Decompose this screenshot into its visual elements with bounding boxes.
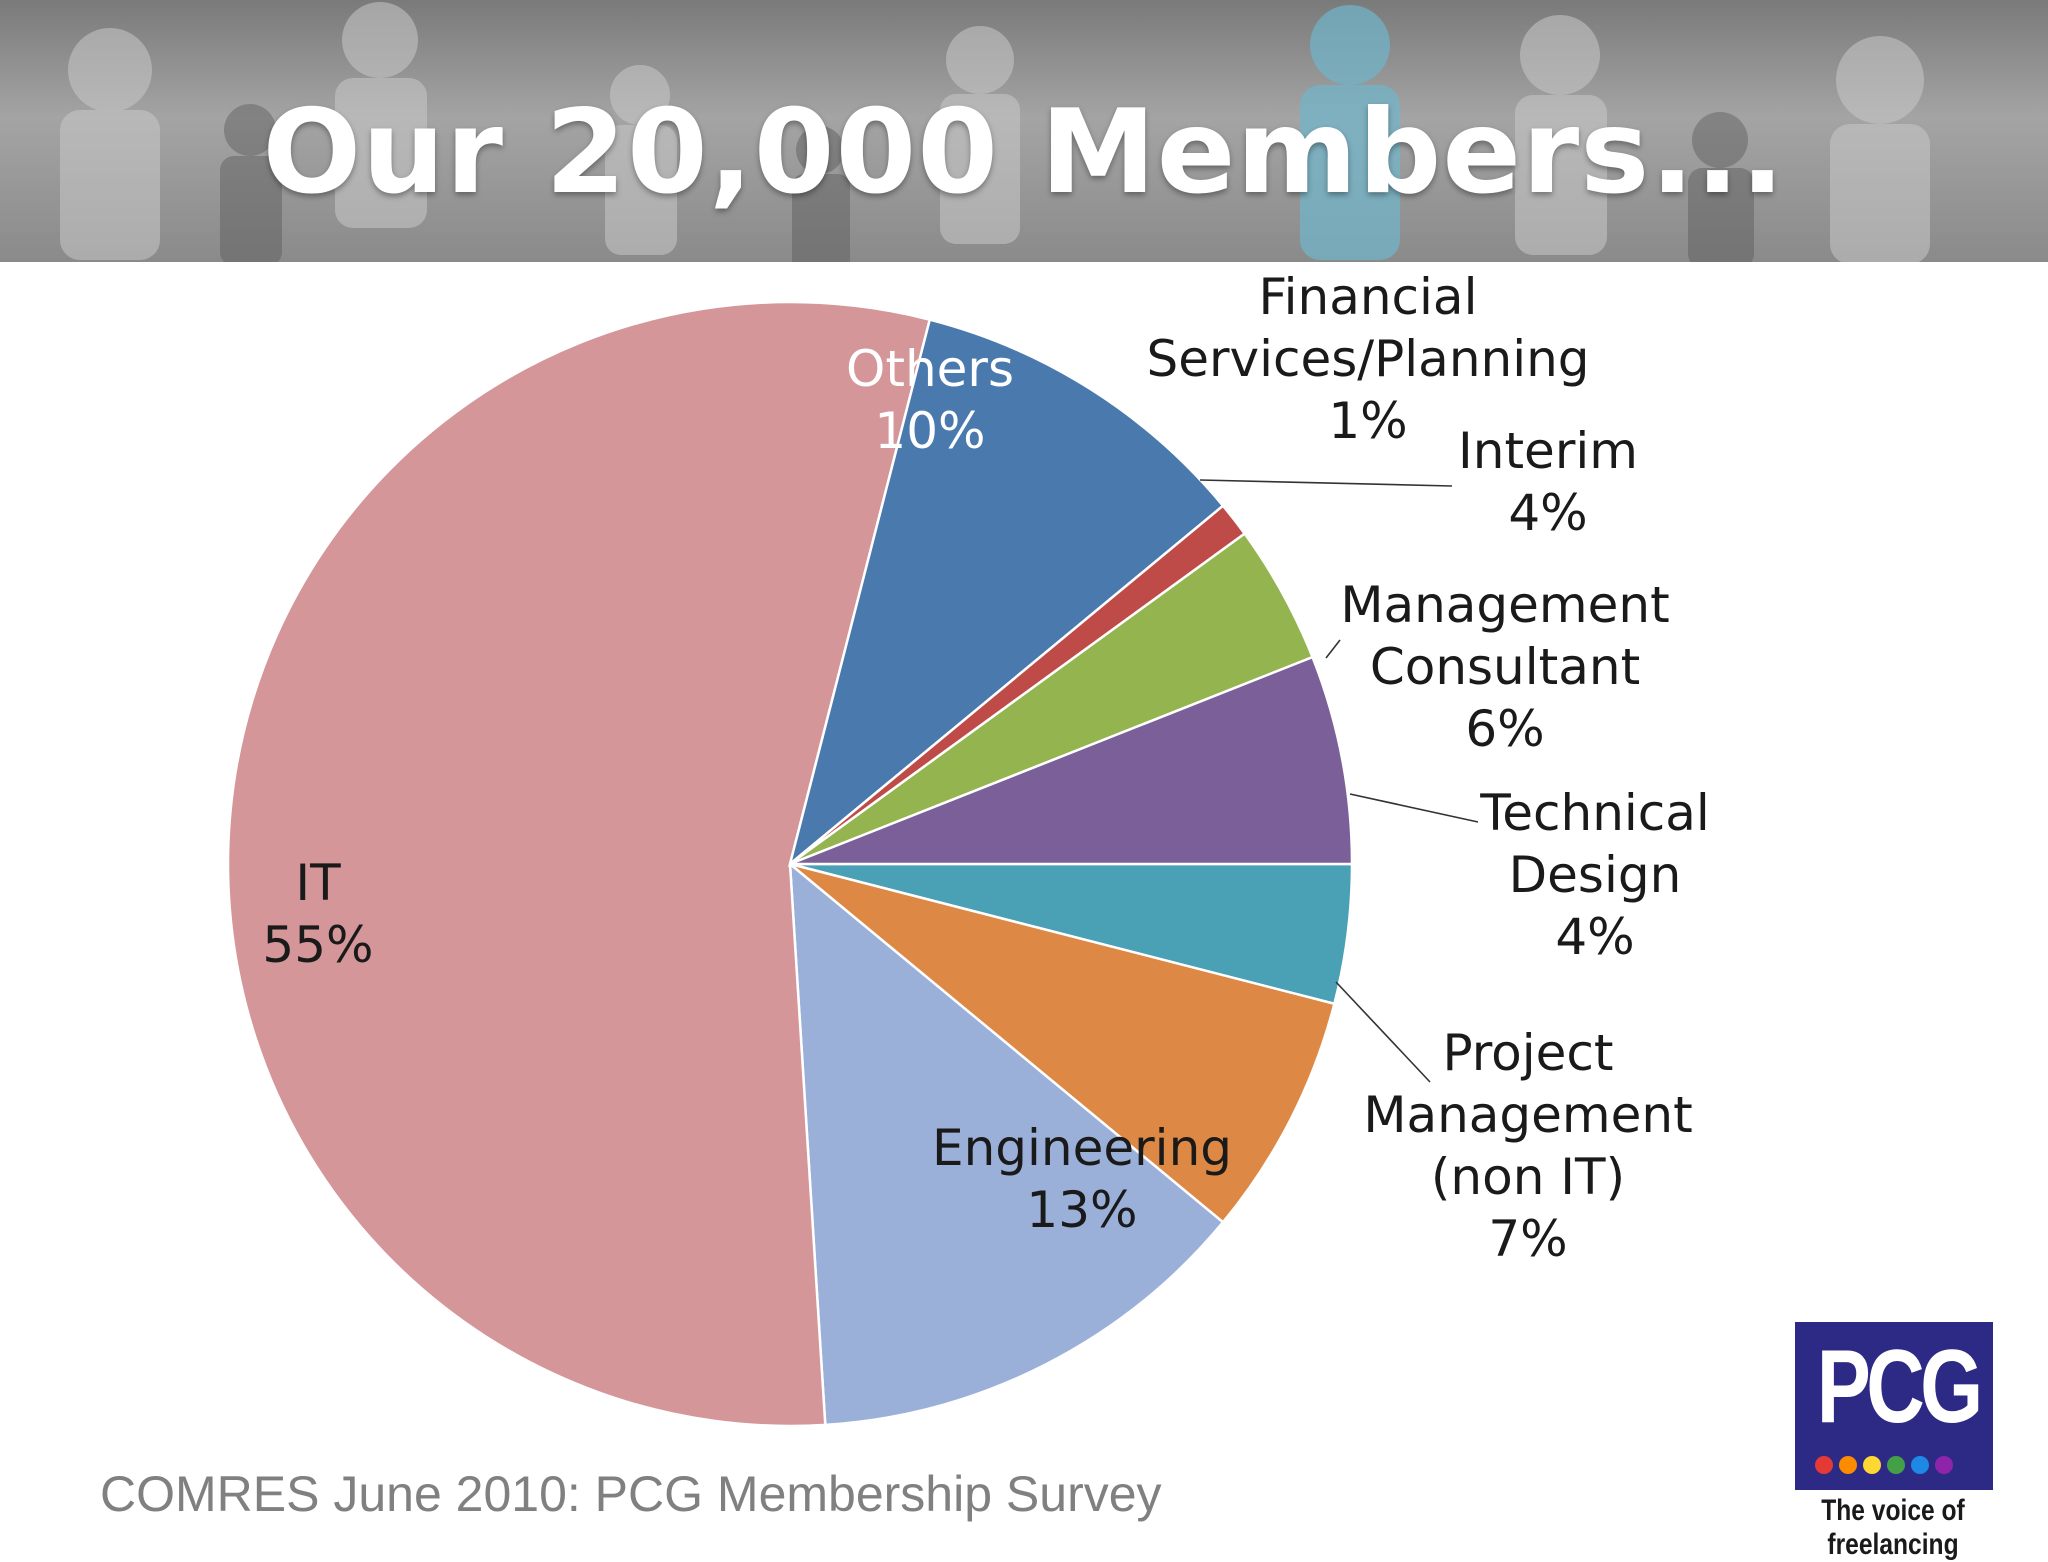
slice-category-label: Technical [1479, 784, 1710, 842]
logo-dot [1935, 1456, 1953, 1474]
leader-line [1349, 793, 1479, 823]
banner-figures-background [60, 2, 1930, 262]
page-title: Our 20,000 Members... [262, 85, 1786, 220]
slice-category-label: Project [1442, 1024, 1613, 1082]
slice-category-label: Services/Planning [1146, 330, 1589, 388]
logo-dot [1887, 1456, 1905, 1474]
logo-text: PCG [1816, 1329, 1983, 1445]
header-banner: Our 20,000 Members... [0, 0, 2048, 262]
leader-line [1199, 479, 1453, 487]
pie-slice [789, 862, 1336, 1224]
logo-dot [1839, 1456, 1857, 1474]
pie-slice [787, 318, 1225, 868]
leader-line [1335, 981, 1431, 1083]
slice-percent-label: 55% [262, 916, 373, 974]
slice-category-label: IT [295, 854, 341, 912]
pie-slice [226, 300, 932, 1428]
slice-percent-label: 4% [1555, 908, 1634, 966]
source-citation: COMRES June 2010: PCG Membership Survey [100, 1466, 1162, 1522]
slice-category-label: Engineering [932, 1119, 1232, 1177]
leader-line [1325, 639, 1341, 659]
slice-category-label: Interim [1458, 422, 1638, 480]
slice-percent-label: 13% [1026, 1181, 1137, 1239]
slice-category-label: (non IT) [1431, 1148, 1625, 1206]
logo-dot [1815, 1456, 1833, 1474]
slice-percent-label: 4% [1508, 484, 1587, 542]
slice-percent-label: 7% [1488, 1210, 1567, 1268]
slice-category-label: Consultant [1370, 638, 1640, 696]
slice-category-label: Management [1340, 576, 1669, 634]
slice-category-label: Financial [1259, 268, 1478, 326]
slice-category-label: Design [1509, 846, 1682, 904]
pcg-logo: PCG [1795, 1322, 1993, 1490]
logo-dot [1911, 1456, 1929, 1474]
pie-slice [788, 861, 1225, 1427]
slice-category-label: Others [846, 340, 1014, 398]
logo-dot [1863, 1456, 1881, 1474]
slice-percent-label: 6% [1465, 700, 1544, 758]
pie-slice [789, 655, 1354, 866]
slice-category-label: Management [1363, 1086, 1692, 1144]
slice-percent-label: 1% [1328, 392, 1407, 450]
logo-dots [1815, 1456, 1953, 1474]
slice-percent-label: 10% [874, 402, 985, 460]
logo-tagline: The voice of freelancing [1821, 1494, 1965, 1561]
